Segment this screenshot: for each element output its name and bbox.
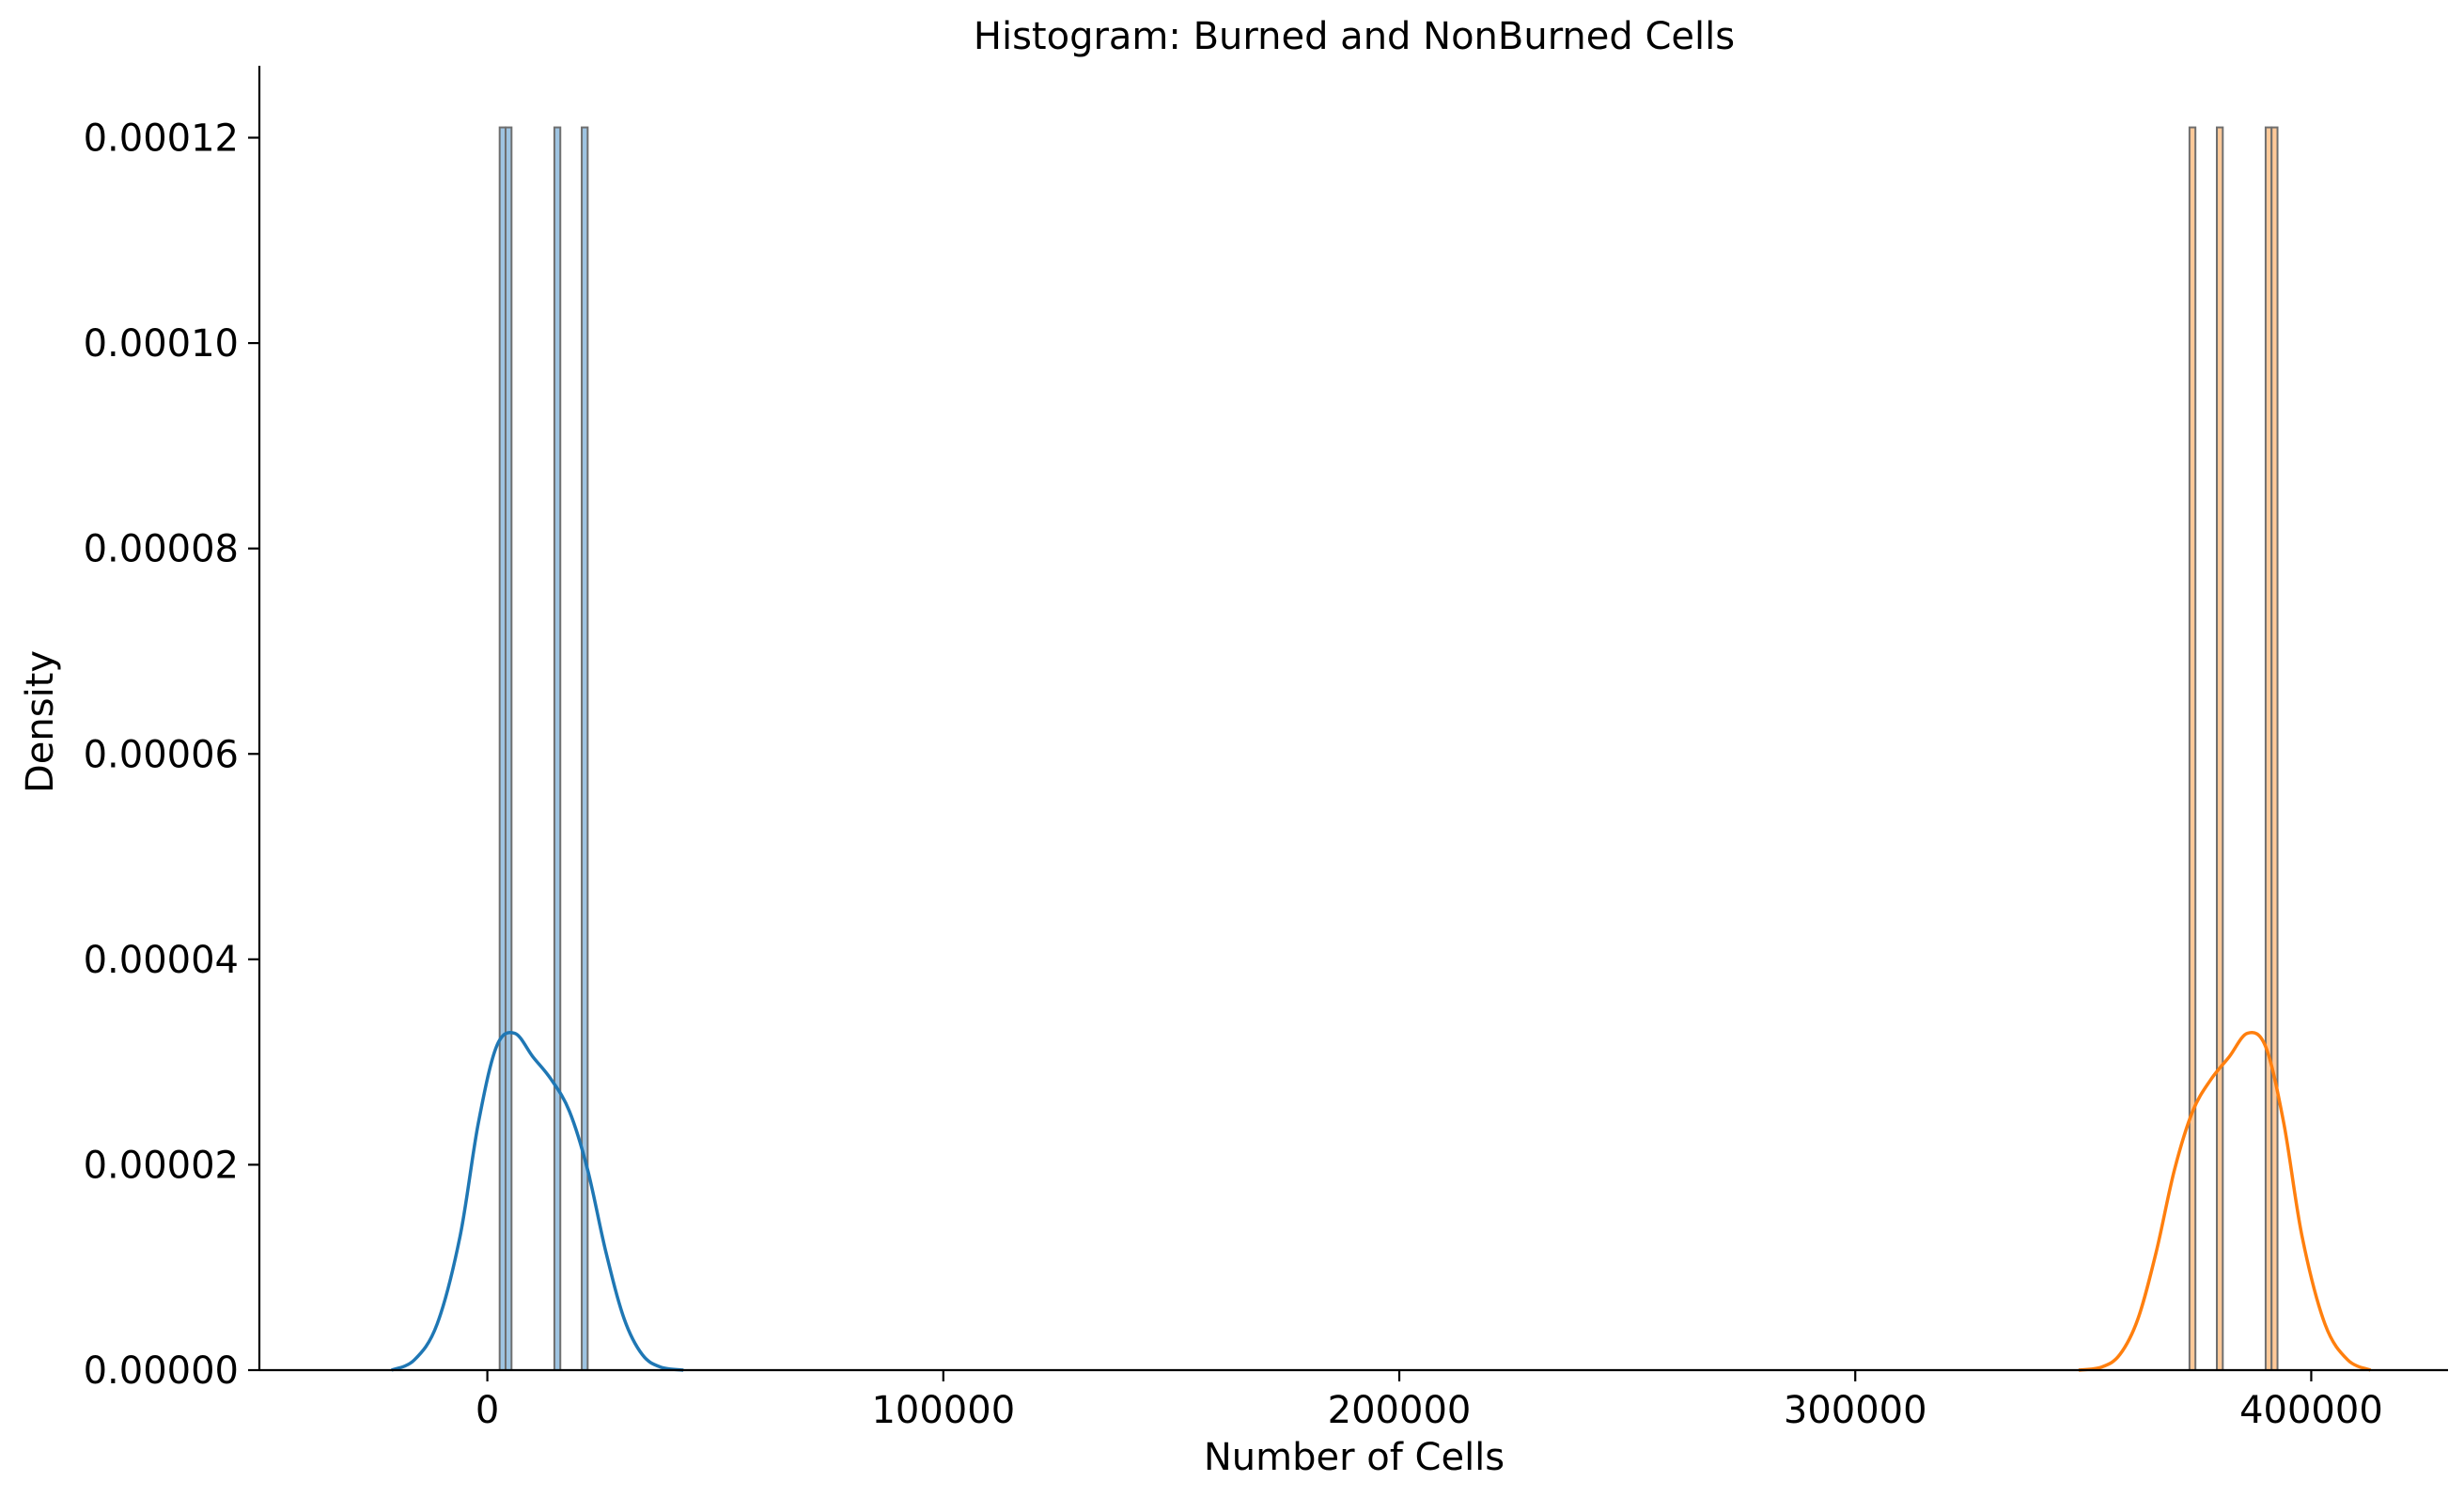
histogram-bar [581,126,589,1371]
kde-line [2078,1030,2372,1372]
chart-title: Histogram: Burned and NonBurned Cells [974,15,1735,58]
y-tick-label: 0.00006 [84,733,239,776]
x-tick-label: 100000 [871,1389,1015,1432]
x-tick-label: 0 [476,1389,499,1432]
histogram-bar [553,126,562,1371]
y-tick-label: 0.00010 [84,322,239,366]
y-tick-label: 0.00012 [84,117,239,161]
histogram-bar [505,126,513,1371]
y-tick-label: 0.00004 [84,939,239,982]
kde-line [390,1030,684,1372]
x-tick-label: 400000 [2239,1389,2383,1432]
histogram-bar [2270,126,2279,1371]
kde-curves [390,1030,2372,1372]
histogram-bar [2215,126,2224,1371]
x-tick-label: 200000 [1328,1389,1472,1432]
x-axis-label: Number of Cells [1204,1436,1505,1479]
y-tick-label: 0.00000 [84,1349,239,1393]
histogram-bars [498,126,2279,1371]
y-axis-label: Density [19,650,62,793]
x-axis-ticks: 0 100000 200000 300000 400000 [476,1370,2383,1432]
x-tick-label: 300000 [1784,1389,1927,1432]
y-tick-label: 0.00008 [84,528,239,571]
y-axis-ticks: 0.00000 0.00002 0.00004 0.00006 0.00008 0.000… [84,117,259,1393]
y-tick-label: 0.00002 [84,1144,239,1187]
histogram-bar [2188,126,2197,1371]
